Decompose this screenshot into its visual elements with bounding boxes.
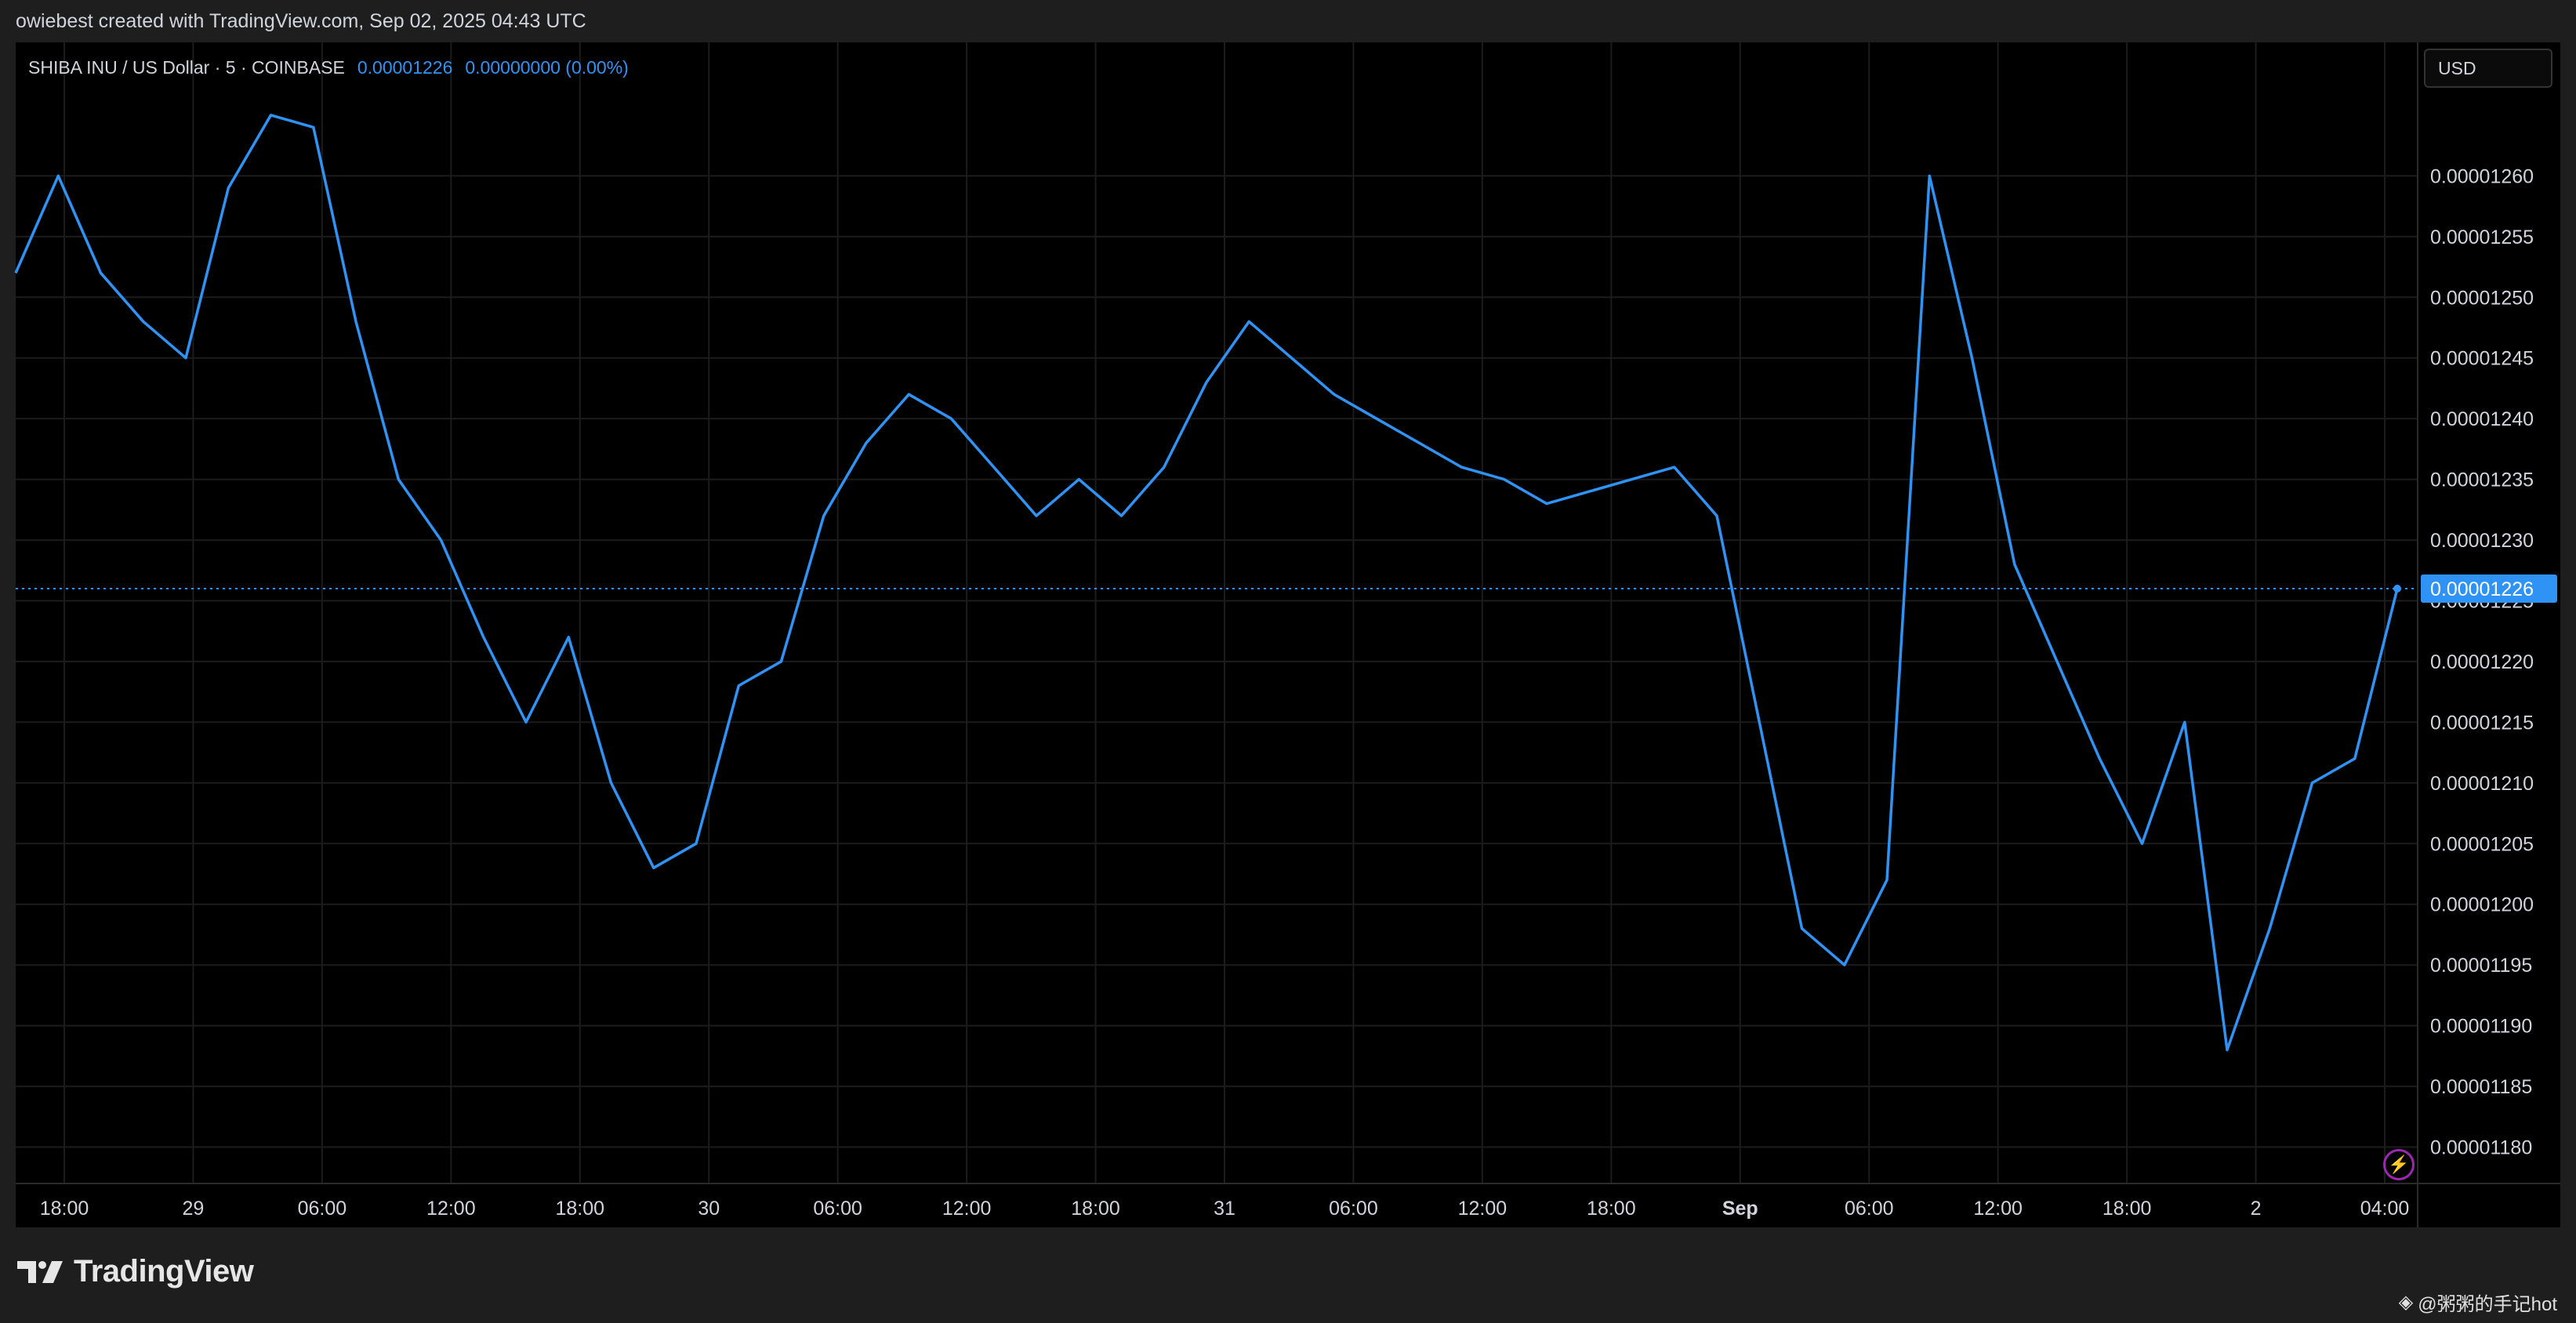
y-tick-label: 0.00001260 (2430, 165, 2534, 187)
currency-selector[interactable]: USD (2424, 49, 2552, 88)
currency-label: USD (2438, 57, 2476, 78)
current-price-tag-label: 0.00001226 (2430, 578, 2534, 600)
price-series (14, 114, 2418, 1052)
x-tick-label: 04:00 (2360, 1198, 2410, 1220)
grid-lines (16, 42, 2418, 1183)
y-tick-label: 0.00001235 (2430, 469, 2534, 491)
diamond-icon: ◈ (2398, 1292, 2414, 1313)
x-tick-label: 12:00 (1458, 1198, 1508, 1220)
x-tick-label: Sep (1722, 1198, 1758, 1220)
lightning-icon[interactable]: ⚡ (2383, 1149, 2415, 1180)
y-tick-label: 0.00001190 (2430, 1016, 2532, 1038)
axes (16, 42, 2560, 1227)
watermark-text: @粥粥的手记hot (2418, 1294, 2557, 1315)
y-tick-label: 0.00001210 (2430, 773, 2534, 795)
x-tick-label: 29 (183, 1198, 205, 1220)
x-tick-label: 30 (698, 1198, 720, 1220)
x-tick-label: 18:00 (40, 1198, 89, 1220)
brand-name: TradingView (74, 1254, 254, 1289)
x-tick-label: 12:00 (1973, 1198, 2023, 1220)
y-tick-label: 0.00001195 (2430, 955, 2532, 977)
x-tick-label: 06:00 (1329, 1198, 1378, 1220)
x-tick-label: 18:00 (2103, 1198, 2152, 1220)
chart-attribution: owiebest created with TradingView.com, S… (16, 9, 586, 32)
axis-labels: 0.00001260 0.00001255 0.00001250 0.00001245… (40, 165, 2557, 1220)
y-tick-label: 0.00001230 (2430, 530, 2534, 552)
y-tick-label: 0.00001255 (2430, 227, 2534, 248)
y-tick-label: 0.00001205 (2430, 833, 2534, 855)
y-tick-label: 0.00001220 (2430, 651, 2534, 673)
last-price-dot (2393, 585, 2401, 593)
x-tick-label: 06:00 (298, 1198, 347, 1220)
y-tick-label: 0.00001250 (2430, 287, 2534, 309)
tradingview-brand[interactable]: TradingView (17, 1254, 254, 1289)
x-tick-label: 12:00 (942, 1198, 992, 1220)
current-price-tag (2421, 575, 2557, 604)
price-line (14, 114, 2399, 1052)
x-tick-label: 06:00 (1845, 1198, 1894, 1220)
y-tick-label: 0.00001200 (2430, 894, 2534, 916)
y-tick-label: 0.00001240 (2430, 408, 2534, 430)
x-tick-label: 18:00 (1587, 1198, 1636, 1220)
x-tick-label: 31 (1214, 1198, 1235, 1220)
chart-area[interactable] (16, 42, 2560, 1227)
x-tick-label: 12:00 (426, 1198, 476, 1220)
y-tick-label: 0.00001215 (2430, 712, 2534, 734)
y-tick-label: 0.00001245 (2430, 348, 2534, 370)
x-tick-label: 18:00 (555, 1198, 604, 1220)
y-tick-label: 0.00001185 (2430, 1076, 2532, 1098)
y-tick-label: 0.00001180 (2430, 1137, 2532, 1159)
tradingview-logo-icon (17, 1260, 63, 1283)
x-tick-label: 18:00 (1071, 1198, 1120, 1220)
x-tick-label: 06:00 (813, 1198, 862, 1220)
watermark: ◈ @粥粥的手记hot (2399, 1289, 2557, 1316)
x-tick-label: 2 (2251, 1198, 2262, 1220)
